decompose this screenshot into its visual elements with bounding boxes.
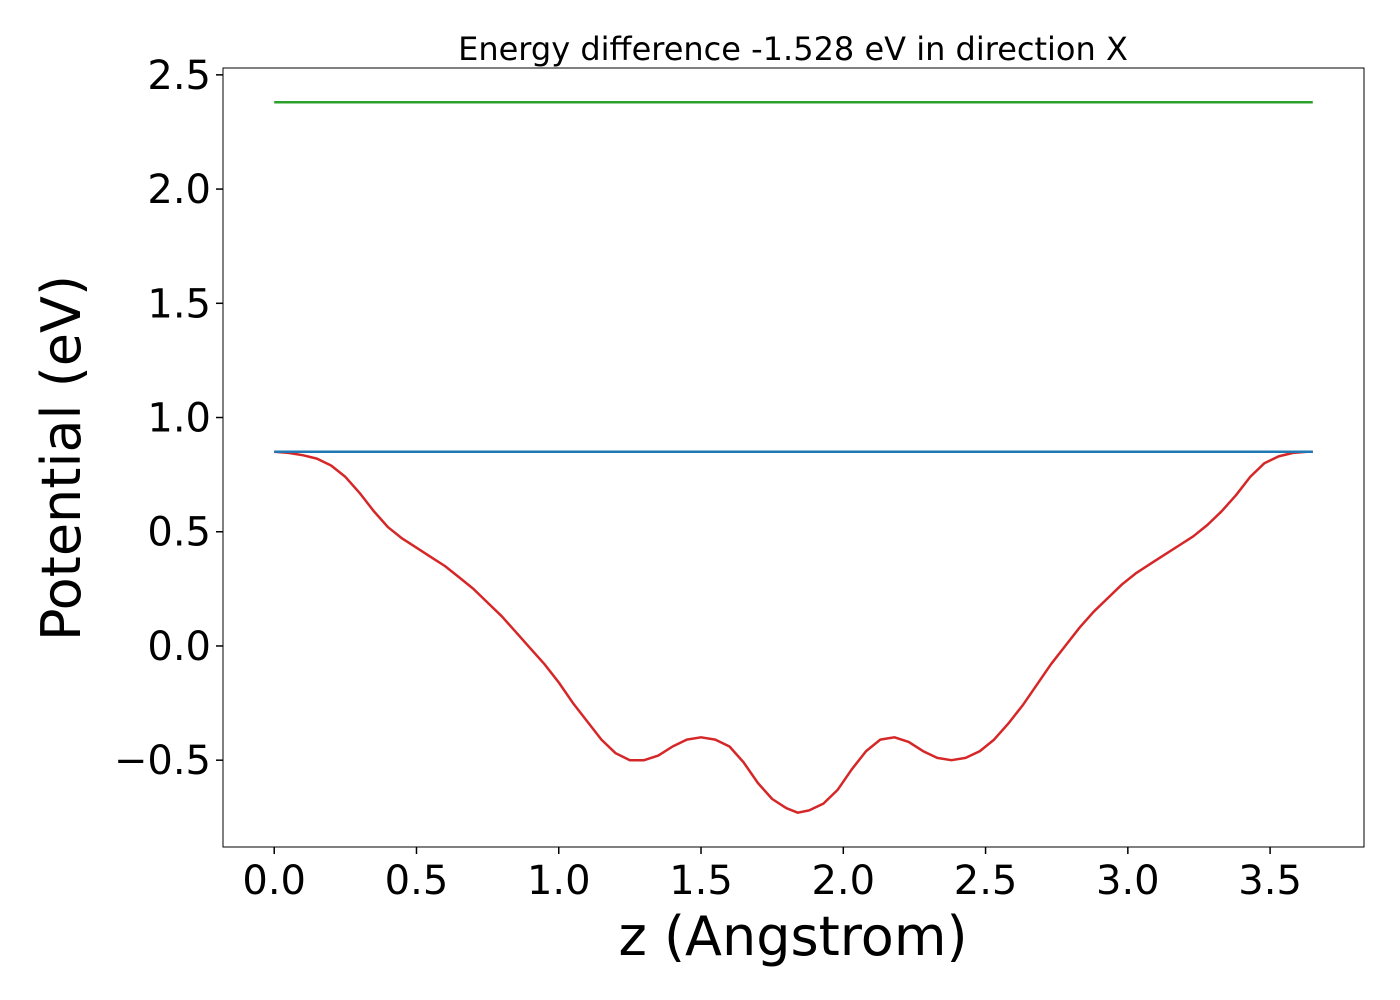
series-layer [274,101,1313,814]
y-tick-label: 2.0 [147,167,211,213]
x-axis-label: z (Angstrom) [618,905,967,968]
y-tick-label: −0.5 [114,738,211,784]
chart-title: Energy difference -1.528 eV in direction… [458,30,1128,68]
series-line-0 [274,450,1313,814]
x-axis-ticks: 0.0 0.5 1.0 1.5 2.0 2.5 3.0 3.5 [242,847,1302,904]
y-axis-ticks: −0.5 0.0 0.5 1.0 1.5 2.0 2.5 [114,53,223,784]
x-tick-label: 3.0 [1096,858,1160,904]
x-tick-label: 1.5 [669,858,733,904]
y-tick-label: 1.5 [147,281,211,327]
x-tick-label: 2.5 [954,858,1018,904]
y-axis-label: Potential (eV) [30,275,93,641]
plot-area-frame [222,67,1365,848]
x-tick-label: 3.5 [1238,858,1302,904]
x-tick-label: 0.0 [242,858,306,904]
x-tick-label: 1.0 [527,858,591,904]
x-tick-label: 2.0 [811,858,875,904]
y-tick-label: 0.5 [147,510,211,556]
y-tick-label: 2.5 [147,53,211,99]
y-tick-label: 1.0 [147,396,211,442]
y-tick-label: 0.0 [147,624,211,670]
x-tick-label: 0.5 [385,858,449,904]
